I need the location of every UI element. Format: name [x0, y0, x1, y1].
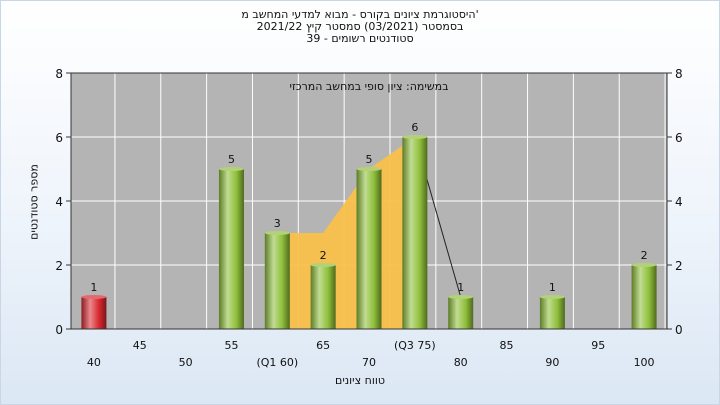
chart-title-block: היסטוגרמת ציונים בקורס - מבוא למדעי המחש…: [0, 9, 720, 45]
bar-cap-55: [218, 167, 244, 171]
y-tick-label-right: 4: [675, 195, 683, 209]
x-tick-label: 70: [362, 356, 376, 369]
y-tick-label-right: 6: [675, 131, 683, 145]
bar-value-label-60: 3: [274, 217, 281, 230]
bar-100: [631, 265, 657, 329]
bar-40: [81, 297, 107, 329]
bar-cap-65: [310, 263, 336, 267]
bar-cap-80: [448, 295, 474, 299]
y-axis-label: מספר סטודנטים: [27, 164, 41, 240]
x-tick-label: (Q3 75): [394, 339, 436, 352]
x-tick-label: 40: [87, 356, 101, 369]
bar-80: [448, 297, 474, 329]
bar-55: [218, 169, 244, 329]
y-tick-label-left: 4: [55, 195, 63, 209]
bar-90: [539, 297, 565, 329]
x-tick-label: 65: [316, 339, 330, 352]
x-tick-label: 45: [133, 339, 147, 352]
x-tick-label: 80: [454, 356, 468, 369]
y-tick-label-right: 8: [675, 67, 683, 81]
y-tick-label-right: 0: [675, 323, 683, 337]
bar-75: [402, 137, 428, 329]
bar-value-label-70: 5: [366, 153, 373, 166]
bar-value-label-55: 5: [228, 153, 235, 166]
x-tick-label: 95: [591, 339, 605, 352]
bar-cap-100: [631, 263, 657, 267]
bar-value-label-100: 2: [641, 249, 648, 262]
bar-cap-75: [402, 135, 428, 139]
y-tick-label-left: 6: [55, 131, 63, 145]
x-tick-label: 50: [179, 356, 193, 369]
chart-title-line-2: בסמסטר (03/2021) סמסטר קיץ 2021/22: [256, 20, 464, 33]
y-tick-label-right: 2: [675, 259, 683, 273]
bar-value-label-80: 1: [457, 281, 464, 294]
bar-70: [356, 169, 382, 329]
chart-subtitle: במשימה: ציון סופי במחשב המרכזי: [289, 80, 448, 93]
bar-value-label-65: 2: [320, 249, 327, 262]
y-tick-label-left: 2: [55, 259, 63, 273]
y-tick-label-left: 8: [55, 67, 63, 81]
x-tick-label: (Q1 60): [256, 356, 298, 369]
x-tick-label: 100: [634, 356, 655, 369]
chart-title-line-3: סטודנטים רשומים - 39: [306, 32, 414, 45]
x-tick-label: 55: [224, 339, 238, 352]
x-tick-label: 85: [500, 339, 514, 352]
chart-title-line-1: היסטוגרמת ציונים בקורס - מבוא למדעי המחש…: [241, 8, 479, 21]
bar-cap-90: [539, 295, 565, 299]
y-tick-label-left: 0: [55, 323, 63, 337]
x-axis-label: טווח ציונים: [335, 374, 385, 387]
bar-value-label-75: 6: [411, 121, 418, 134]
bar-65: [310, 265, 336, 329]
bar-60: [264, 233, 290, 329]
bar-cap-70: [356, 167, 382, 171]
bar-cap-40: [81, 295, 107, 299]
bar-value-label-90: 1: [549, 281, 556, 294]
bar-cap-60: [264, 231, 290, 235]
x-tick-label: 90: [545, 356, 559, 369]
bar-value-label-40: 1: [90, 281, 97, 294]
